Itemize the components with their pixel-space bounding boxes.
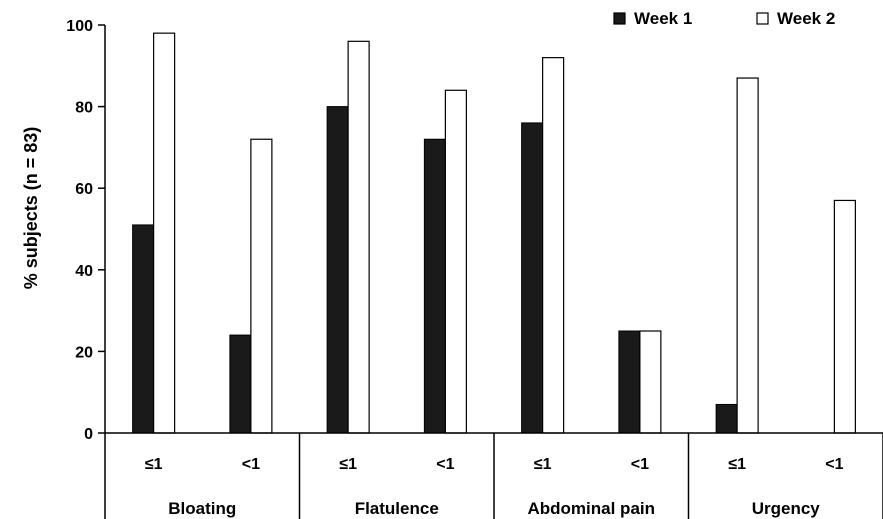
y-tick-label: 40 (75, 263, 93, 280)
y-tick-label: 0 (84, 426, 93, 443)
bars (132, 32, 856, 434)
x-tick-label: ≤1 (145, 456, 163, 473)
x-tick-label: ≤1 (728, 456, 746, 473)
y-tick-label: 20 (75, 344, 93, 361)
bar-week2 (736, 77, 759, 434)
bar-week1 (326, 106, 349, 434)
bar-week1 (618, 330, 641, 434)
bar-week2 (250, 138, 273, 434)
x-tick-label: ≤1 (534, 456, 552, 473)
bar-week1 (715, 403, 738, 434)
legend-swatch (613, 12, 626, 25)
y-axis-label: % subjects (n = 83) (21, 127, 41, 290)
x-tick-label: <1 (242, 456, 260, 473)
x-tick-label: <1 (825, 456, 843, 473)
bar-week2 (833, 199, 856, 434)
group-label: Bloating (168, 499, 236, 518)
bar-week2 (444, 89, 467, 434)
legend-swatch (756, 12, 769, 25)
group-label: Urgency (752, 499, 821, 518)
group-label: Abdominal pain (528, 499, 656, 518)
bar-week1 (423, 138, 446, 434)
bar-week1 (132, 224, 155, 434)
bar-week2 (639, 330, 662, 434)
legend: Week 1 Week 2 (613, 9, 835, 28)
x-tick-label: ≤1 (339, 456, 357, 473)
group-label: Flatulence (355, 499, 439, 518)
bar-week1 (521, 122, 544, 434)
x-tick-label: <1 (631, 456, 649, 473)
legend-label: Week 1 (634, 9, 692, 28)
y-tick-label: 60 (75, 181, 93, 198)
bar-week1 (229, 334, 252, 434)
bar-week2 (153, 32, 176, 434)
y-axis: 0 20 40 60 80 100 (66, 18, 106, 443)
x-axis: ≤1 <1 ≤1 <1 ≤1 <1 ≤1 <1 Bloating Flatulence Abdomi… (104, 432, 883, 519)
x-tick-label: <1 (436, 456, 454, 473)
y-tick-label: 100 (66, 18, 93, 35)
bar-week2 (542, 57, 565, 434)
bar-week2 (347, 40, 370, 434)
y-tick-label: 80 (75, 100, 93, 117)
legend-label: Week 2 (777, 9, 835, 28)
